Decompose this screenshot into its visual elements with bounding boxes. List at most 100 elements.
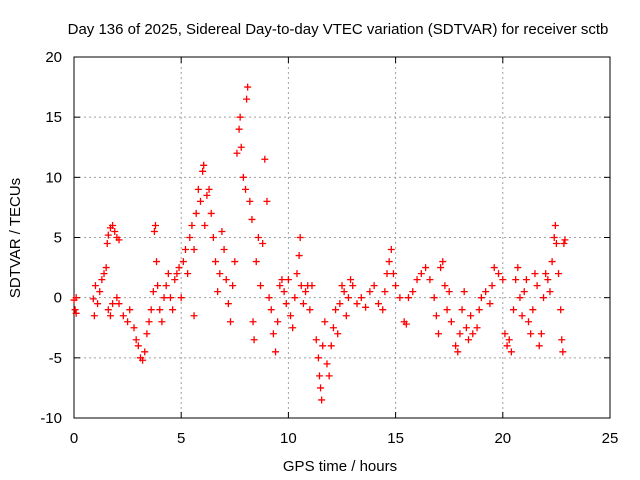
data-point	[501, 330, 509, 338]
data-point	[143, 330, 151, 338]
data-point	[366, 288, 374, 296]
data-point	[194, 185, 202, 193]
data-point	[312, 336, 320, 344]
data-point	[332, 306, 340, 314]
data-point	[413, 276, 421, 284]
data-point	[379, 306, 387, 314]
data-point	[338, 282, 346, 290]
data-point	[548, 258, 556, 266]
data-point	[417, 270, 425, 278]
data-point	[299, 300, 307, 308]
data-point	[458, 306, 466, 314]
data-point	[186, 234, 194, 241]
data-point	[134, 342, 142, 350]
grid-lines	[74, 57, 610, 418]
data-points	[70, 83, 569, 404]
data-point	[540, 294, 548, 302]
data-point	[278, 276, 286, 284]
data-point	[145, 318, 153, 326]
data-point	[389, 270, 397, 278]
data-point	[242, 185, 250, 193]
data-point	[265, 294, 273, 302]
data-point	[227, 318, 235, 326]
data-point	[447, 318, 455, 326]
data-point	[203, 191, 211, 199]
data-point	[531, 270, 539, 278]
data-point	[452, 342, 460, 350]
data-point	[160, 294, 168, 302]
data-point	[445, 288, 453, 296]
data-point	[94, 300, 102, 308]
data-point	[422, 264, 430, 272]
data-point	[192, 209, 200, 217]
data-point	[340, 288, 348, 296]
data-point	[139, 356, 147, 364]
y-tick-label: 10	[45, 169, 62, 186]
data-point	[342, 312, 350, 320]
data-point	[529, 306, 537, 314]
data-point	[130, 324, 138, 332]
data-point	[237, 143, 245, 151]
data-point	[149, 288, 157, 296]
x-axis-label: GPS time / hours	[283, 458, 397, 475]
data-point	[306, 306, 314, 314]
data-point	[173, 270, 181, 278]
data-point	[441, 282, 449, 290]
data-point	[158, 318, 166, 326]
data-point	[179, 258, 187, 266]
data-point	[533, 282, 541, 290]
data-point	[171, 276, 179, 284]
data-point	[473, 324, 481, 332]
data-point	[244, 83, 252, 91]
data-point	[317, 384, 325, 392]
data-point	[302, 288, 310, 296]
data-point	[218, 227, 226, 235]
data-point	[505, 336, 513, 344]
x-tick-label: 20	[494, 430, 511, 447]
data-point	[503, 342, 511, 350]
data-point	[542, 270, 550, 278]
data-point	[551, 221, 559, 229]
data-point	[475, 306, 483, 314]
data-point	[162, 282, 170, 290]
data-point	[347, 276, 355, 284]
x-tick-label: 10	[280, 430, 297, 447]
data-point	[512, 276, 520, 284]
y-tick-label: -5	[49, 350, 62, 367]
data-point	[184, 270, 192, 278]
data-point	[284, 276, 292, 284]
data-point	[199, 167, 207, 175]
data-point	[250, 336, 258, 344]
data-point	[72, 294, 80, 302]
data-point	[257, 282, 265, 290]
data-point	[409, 288, 417, 296]
data-point	[166, 294, 174, 302]
data-point	[109, 300, 117, 308]
data-point	[467, 312, 475, 320]
data-point	[287, 312, 295, 320]
data-point	[113, 294, 121, 302]
data-point	[205, 185, 213, 193]
data-point	[357, 294, 365, 302]
data-point	[141, 348, 149, 356]
data-point	[231, 258, 239, 266]
data-point	[561, 236, 569, 244]
data-point	[124, 318, 132, 326]
data-point	[392, 282, 400, 290]
data-point	[297, 282, 305, 290]
data-point	[254, 234, 262, 241]
data-point	[295, 252, 303, 260]
data-point	[289, 324, 297, 332]
data-point	[396, 294, 404, 302]
data-point	[327, 342, 335, 350]
data-point	[308, 282, 316, 290]
data-point	[269, 330, 277, 338]
data-point	[344, 294, 352, 302]
x-tick-label: 15	[387, 430, 404, 447]
data-point	[239, 173, 247, 181]
data-point	[188, 221, 196, 229]
data-point	[404, 294, 412, 302]
data-point	[190, 246, 198, 254]
data-point	[164, 270, 172, 278]
data-point	[537, 330, 545, 338]
